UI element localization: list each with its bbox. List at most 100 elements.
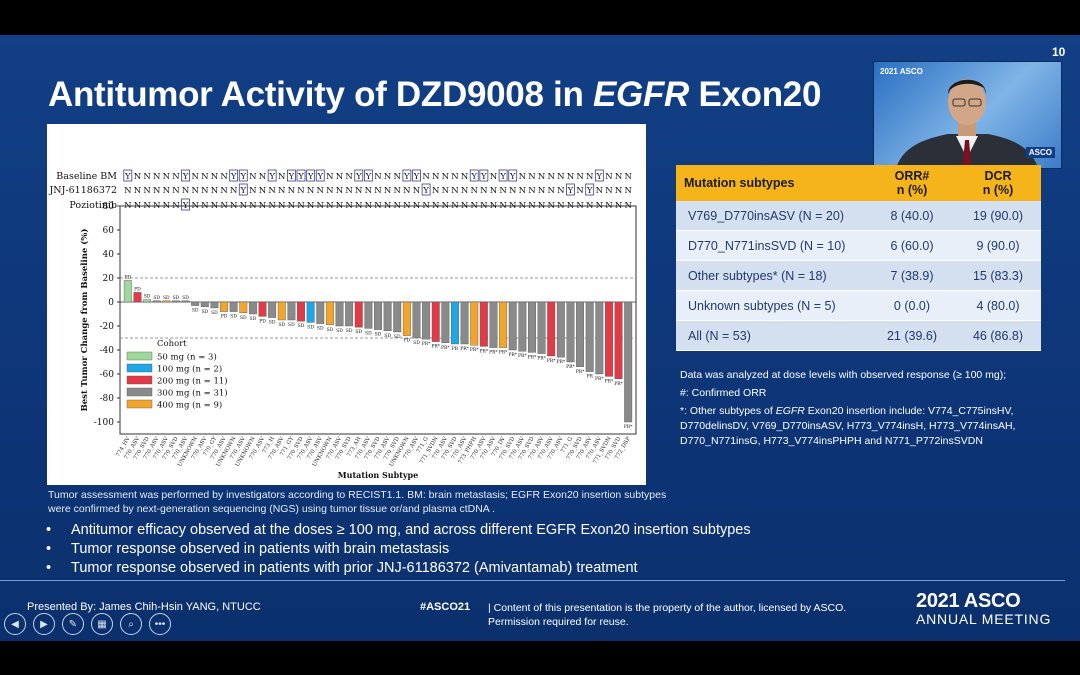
bar-response-label: PR*	[556, 359, 565, 365]
yes-box	[469, 169, 479, 182]
next-icon[interactable]: ▶	[33, 613, 55, 635]
bar	[489, 301, 498, 348]
row-cell: N	[211, 172, 219, 182]
bar-response-label: PD	[124, 274, 131, 280]
note-line3-rest: Exon20 insertion include: V774_C775insHV…	[680, 405, 1016, 447]
row-label: JNJ-61186372	[49, 185, 118, 196]
bar	[133, 292, 142, 303]
yes-box	[594, 169, 604, 182]
row-cell: N	[567, 201, 575, 211]
header-dcr-label: DCR	[984, 169, 1012, 183]
row-cell: Y	[413, 172, 420, 182]
bar-response-label: SD	[394, 334, 401, 340]
bar-response-label: PR*	[480, 348, 489, 354]
more-icon[interactable]: •••	[149, 613, 171, 635]
row-cell: N	[278, 186, 286, 196]
y-tick-label: -80	[100, 394, 115, 404]
bar	[258, 301, 267, 317]
note-line3-prefix: *: Other subtypes of	[680, 405, 776, 417]
row-cell: N	[451, 172, 459, 182]
pen-icon[interactable]: ✎	[62, 613, 84, 635]
row-cell: N	[143, 186, 151, 196]
bullet-text: Tumor response observed in patients with…	[71, 560, 638, 576]
row-cell: N	[432, 186, 440, 196]
row-cell: N	[624, 201, 632, 211]
bar	[210, 301, 219, 309]
bar	[248, 301, 257, 315]
bar-response-label: SD	[278, 322, 285, 328]
note-line3: *: Other subtypes of EGFR Exon20 inserti…	[680, 404, 1060, 449]
row-cell: N	[307, 201, 315, 211]
row-cell: N	[240, 201, 248, 211]
bar	[470, 301, 479, 346]
row-cell: N	[605, 172, 613, 182]
bar	[191, 301, 200, 306]
bar	[499, 301, 508, 348]
row-cell: N	[172, 172, 180, 182]
bar-response-label: PR*	[470, 347, 479, 353]
speaker-video[interactable]: 2021 ASCO ASCO	[873, 61, 1062, 169]
row-cell: N	[490, 201, 498, 211]
legend-swatch	[126, 351, 153, 361]
bar	[220, 301, 228, 312]
row-cell: N	[143, 201, 151, 211]
legend-label: 50 mg (n = 3)	[157, 352, 217, 363]
bar	[614, 301, 623, 380]
yes-box	[238, 169, 248, 182]
zoom-icon[interactable]: ⌕	[120, 613, 142, 635]
row-cell: N	[211, 201, 219, 211]
yes-box	[267, 169, 277, 182]
row-cell: N	[499, 186, 507, 196]
bar-response-label: SD	[182, 295, 189, 301]
row-cell: Y	[509, 172, 516, 182]
bullet-dot: •	[46, 522, 52, 538]
y-tick-label: -20	[100, 322, 115, 332]
row-cell: N	[576, 186, 584, 196]
row-cell: N	[490, 172, 498, 182]
bar	[239, 301, 248, 314]
bar	[479, 301, 488, 347]
legend-label: 300 mg (n = 31)	[157, 388, 228, 399]
row-cell: N	[451, 201, 459, 211]
cell-subtype: Other subtypes* (N = 18)	[676, 260, 869, 291]
yes-box	[286, 169, 296, 182]
row-cell: N	[278, 201, 286, 211]
header-subtype: Mutation subtypes	[676, 165, 869, 201]
yes-box	[402, 169, 412, 182]
cell-orr: 21 (39.6)	[869, 320, 955, 351]
row-cell: N	[576, 172, 584, 182]
bar-response-label: SD	[230, 314, 237, 320]
cell-dcr: 4 (80.0)	[955, 290, 1041, 321]
row-cell: N	[153, 186, 161, 196]
row-cell: N	[220, 186, 228, 196]
row-cell: N	[259, 201, 267, 211]
row-cell: N	[422, 201, 430, 211]
yes-box	[363, 169, 373, 182]
row-cell: N	[394, 172, 402, 182]
waterfall-chart: 80 60 40 20 0 -20 -40 -60 -80 -100 Best Tumor Chan…	[47, 124, 646, 485]
slides-icon[interactable]: ▦	[91, 613, 113, 635]
bullet-dot: •	[46, 541, 52, 557]
row-cell: N	[557, 201, 565, 211]
note-line3-italic: EGFR	[775, 405, 805, 417]
x-axis-label: Mutation Subtype	[338, 470, 418, 480]
row-cell: N	[596, 201, 604, 211]
bar-response-label: PR*	[595, 376, 604, 382]
bar-response-label: PD	[404, 338, 411, 344]
row-cell: Y	[182, 172, 189, 182]
bar	[585, 301, 594, 372]
row-cell: N	[268, 201, 276, 211]
row-cell: N	[124, 201, 132, 211]
row-cell: N	[528, 201, 536, 211]
table-row: Other subtypes* (N = 18) 7 (38.9) 15 (83.3…	[676, 260, 1041, 291]
yes-box	[479, 169, 489, 182]
yes-box	[566, 183, 575, 196]
row-cell: N	[471, 201, 479, 211]
bar	[268, 301, 277, 318]
row-cell: N	[259, 186, 267, 196]
row-cell: N	[413, 186, 421, 196]
prev-icon[interactable]: ◀	[4, 613, 26, 635]
legend-swatch	[126, 363, 153, 373]
row-cell: N	[163, 186, 171, 196]
bar	[508, 301, 517, 351]
